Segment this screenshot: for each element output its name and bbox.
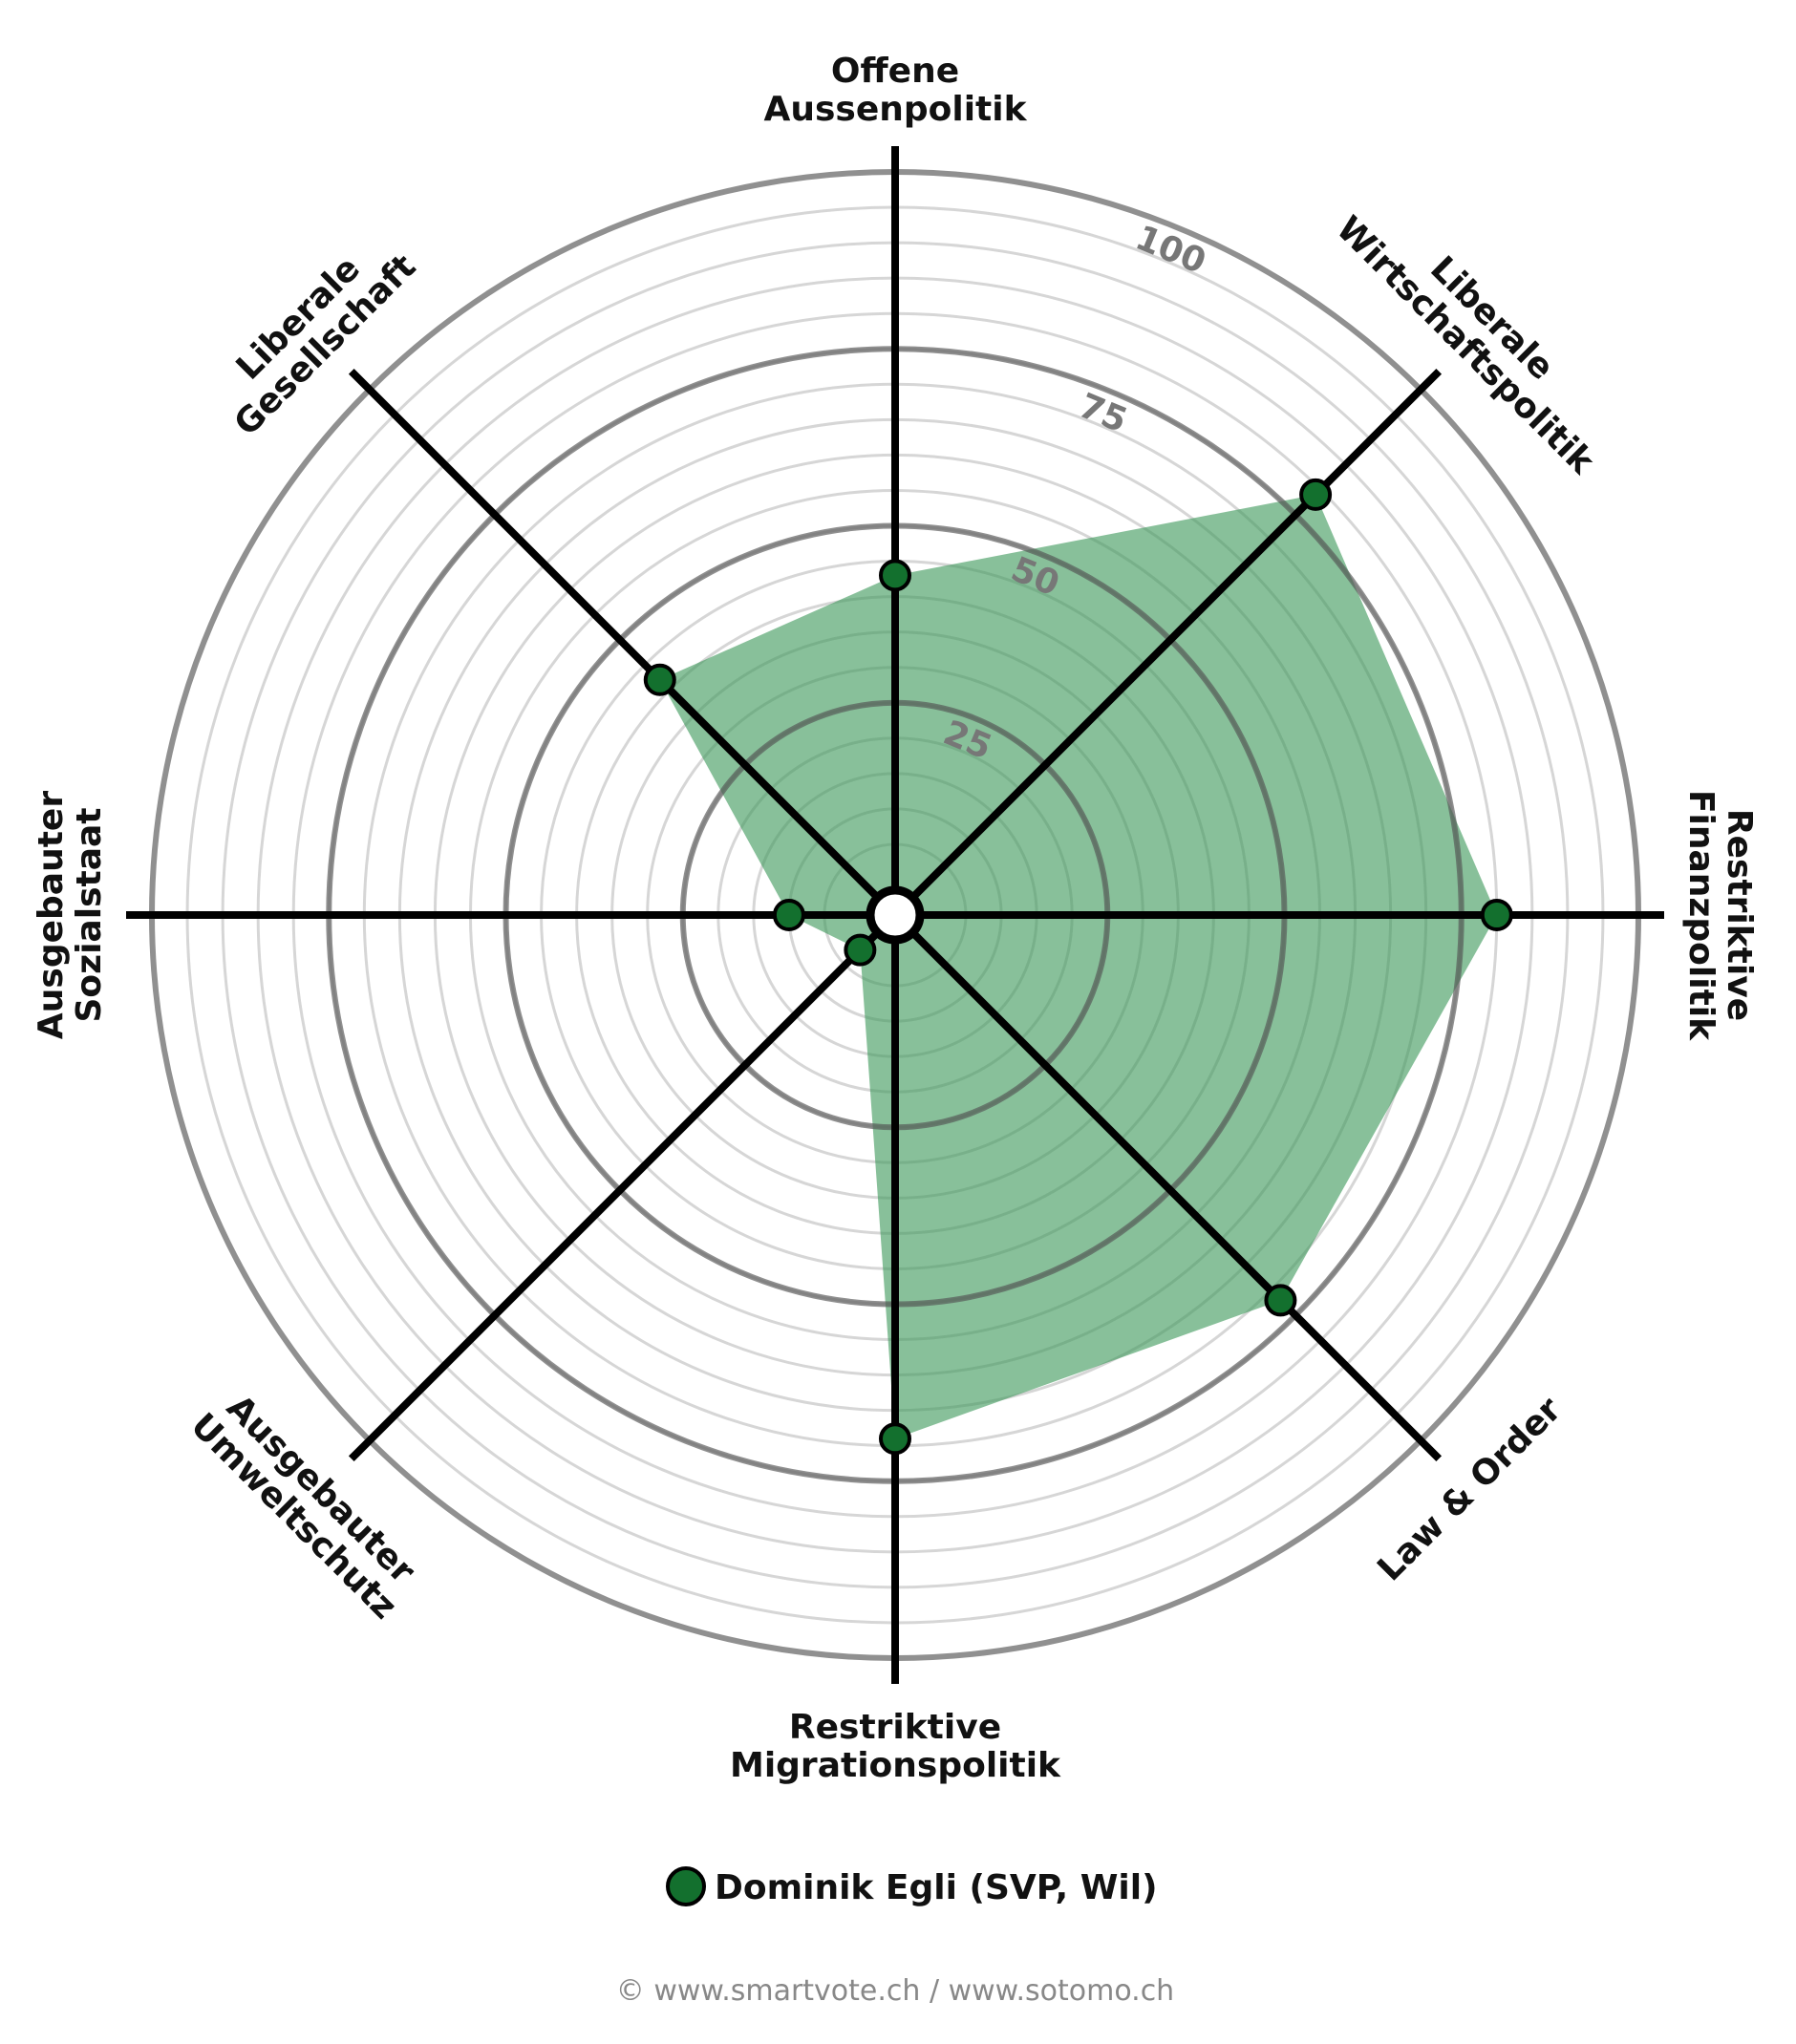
axis-line [892, 912, 1443, 1462]
center-hole [866, 885, 925, 945]
area [659, 494, 1497, 1439]
category-label-line: Finanzpolitik [1681, 790, 1721, 1041]
legend-marker [666, 1866, 706, 1906]
category-label-line: Restriktive [1720, 809, 1759, 1021]
axis-line [892, 368, 1443, 918]
footer: © www.smartvote.ch / www.sotomo.ch [616, 1974, 1174, 2008]
category-label-line: Offene [831, 52, 959, 91]
axis-line [348, 368, 898, 918]
point [844, 933, 877, 967]
axis-line [348, 912, 898, 1462]
point [772, 899, 805, 931]
category-label-line: Sozialstaat [70, 807, 109, 1022]
category-label-line: Restriktive [789, 1708, 1001, 1747]
point [1480, 899, 1513, 931]
point [643, 663, 676, 696]
point [879, 1422, 911, 1456]
category-label-line: Ausgebauter [32, 791, 71, 1039]
category-label-line: Migrationspolitik [730, 1746, 1061, 1785]
category-label: Ausgebauter Sozialstaat [32, 791, 109, 1039]
legend-label: Dominik Egli (SVP, Wil) [715, 1868, 1158, 1907]
category-label-line: Aussenpolitik [763, 90, 1027, 129]
point [1299, 478, 1333, 511]
point [1264, 1284, 1297, 1317]
point [879, 559, 911, 592]
